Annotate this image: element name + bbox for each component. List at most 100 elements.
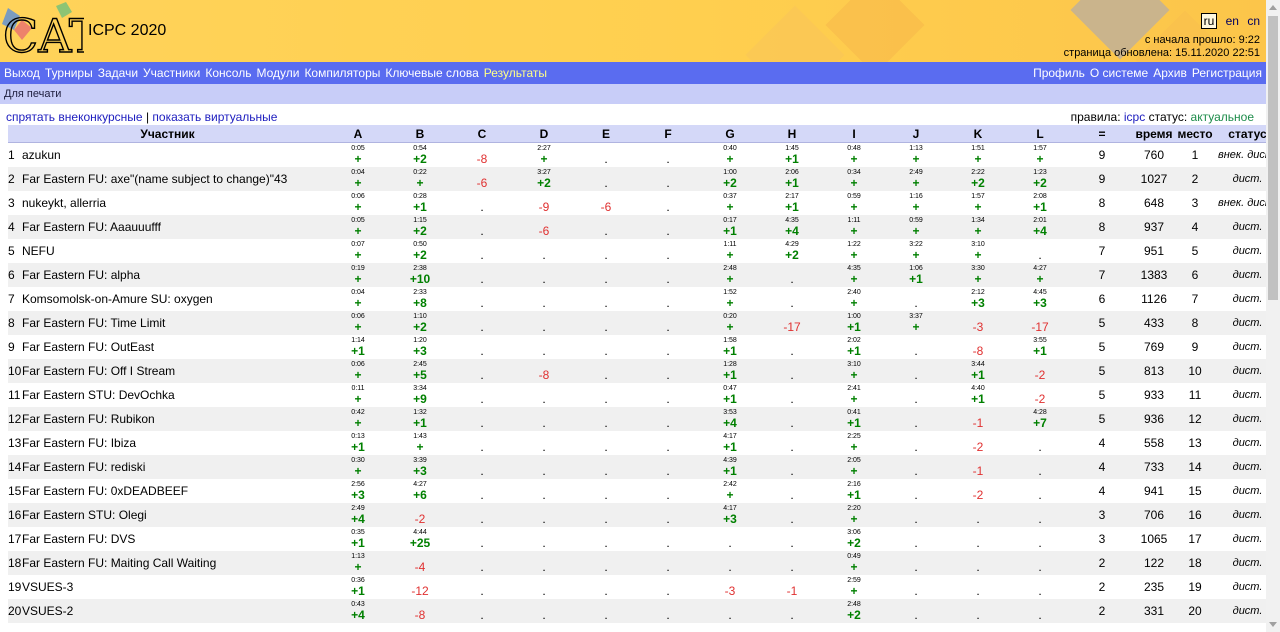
menu-item-1[interactable]: Турниры <box>44 66 93 80</box>
problem-result: . <box>914 488 918 502</box>
rules-value[interactable]: icpc <box>1123 110 1146 124</box>
team-name[interactable]: nukeykt, allerria <box>22 191 328 215</box>
team-name[interactable]: Far Eastern STU: Olegi <box>22 503 328 527</box>
scrollbar[interactable] <box>1266 0 1280 632</box>
participant-status: дист. <box>1215 263 1266 287</box>
team-name[interactable]: VSUES-3 <box>22 575 328 599</box>
problem-result: -9 <box>538 200 550 214</box>
menu-item-5[interactable]: Модули <box>256 66 300 80</box>
problem-result: +1 <box>351 440 365 454</box>
problem-cell: 0:04 + <box>327 287 390 311</box>
scroll-up-icon[interactable] <box>1269 5 1277 10</box>
team-name[interactable]: Far Eastern FU: 0xDEADBEEF <box>22 479 328 503</box>
problem-cell: . <box>513 551 576 575</box>
column-header[interactable]: = <box>1071 125 1134 143</box>
submission-time: 1:23 <box>1033 169 1047 176</box>
menu-item-7[interactable]: Ключевые слова <box>385 66 479 80</box>
problem-result: +2 <box>785 248 799 262</box>
column-header[interactable]: L <box>1009 125 1072 143</box>
column-header[interactable]: B <box>389 125 452 143</box>
column-header[interactable]: место <box>1175 125 1216 143</box>
team-name[interactable]: Far Eastern FU: Time Limit <box>22 311 328 335</box>
column-header[interactable]: K <box>947 125 1010 143</box>
column-header[interactable]: E <box>575 125 638 143</box>
team-name[interactable]: Far Eastern FU: Off I Stream <box>22 359 328 383</box>
problem-result: . <box>976 512 980 526</box>
problem-result: +1 <box>909 272 923 286</box>
column-header[interactable]: D <box>513 125 576 143</box>
column-header[interactable]: статус <box>1215 125 1266 143</box>
team-name[interactable]: Far Eastern FU: axe"(name subject to cha… <box>22 167 328 191</box>
menu-right-item-2[interactable]: Архив <box>1153 66 1187 80</box>
problem-cell: 3:10 + <box>823 359 886 383</box>
team-name[interactable]: Far Eastern FU: Aaauuufff <box>22 215 328 239</box>
problem-result: . <box>604 440 608 454</box>
column-header[interactable]: H <box>761 125 824 143</box>
column-header[interactable]: Участник <box>8 125 328 143</box>
submission-time: 4:35 <box>847 265 861 272</box>
team-name[interactable]: NEFU <box>22 239 328 263</box>
problem-cell: -2 <box>389 503 452 527</box>
print-link[interactable]: Для печати <box>4 88 62 100</box>
lang-en[interactable]: en <box>1225 14 1239 28</box>
menu-item-6[interactable]: Компиляторы <box>304 66 381 80</box>
show-virtual-link[interactable]: показать виртуальные <box>152 110 278 124</box>
team-name[interactable]: Far Eastern FU: rediski <box>22 455 328 479</box>
problem-result: +8 <box>413 296 427 310</box>
problem-result: + <box>912 176 920 190</box>
penalty-time: 558 <box>1133 431 1176 455</box>
participant-status: дист. <box>1215 359 1266 383</box>
submission-time: 1:34 <box>971 217 985 224</box>
cats-logo[interactable]: CATS <box>0 0 84 62</box>
team-name[interactable]: Far Eastern FU: Ibiza <box>22 431 328 455</box>
menu-right-item-1[interactable]: О системе <box>1089 66 1149 80</box>
column-header[interactable]: G <box>699 125 762 143</box>
problem-cell: 0:41 +1 <box>823 407 886 431</box>
column-header[interactable]: J <box>885 125 948 143</box>
row-number: 13 <box>8 431 22 455</box>
problem-result: . <box>604 488 608 502</box>
team-name[interactable]: Far Eastern FU: Rubikon <box>22 407 328 431</box>
team-name[interactable]: Far Eastern STU: DevOchka <box>22 383 328 407</box>
menu-item-8[interactable]: Результаты <box>483 66 547 80</box>
team-name[interactable]: Far Eastern FU: DVS <box>22 527 328 551</box>
problem-cell: . <box>1009 239 1072 263</box>
status-value: актуальное <box>1190 110 1254 124</box>
menu-right-item-0[interactable]: Профиль <box>1033 66 1085 80</box>
problem-result: + <box>416 176 424 190</box>
menu-item-4[interactable]: Консоль <box>205 66 252 80</box>
menu-right-item-3[interactable]: Регистрация <box>1191 66 1262 80</box>
scrollbar-thumb[interactable] <box>1268 16 1278 300</box>
column-header[interactable]: время <box>1133 125 1176 143</box>
column-header[interactable]: I <box>823 125 886 143</box>
menu-item-2[interactable]: Задачи <box>97 66 139 80</box>
team-name[interactable]: Far Eastern FU: OutEast <box>22 335 328 359</box>
lang-ru[interactable]: ru <box>1200 13 1218 29</box>
team-name[interactable]: Far Eastern FU: alpha <box>22 263 328 287</box>
team-name[interactable]: Far Eastern FU: Maiting Call Waiting <box>22 551 328 575</box>
menu-item-3[interactable]: Участники <box>143 66 201 80</box>
problem-result: . <box>480 608 484 622</box>
problem-result: . <box>914 560 918 574</box>
problem-cell: . <box>761 479 824 503</box>
submission-time: 4:35 <box>785 217 799 224</box>
submission-time: 1:57 <box>971 193 985 200</box>
team-name[interactable]: Komsomolsk-on-Amure SU: oxygen <box>22 287 328 311</box>
team-name[interactable]: azukun <box>22 142 328 167</box>
problem-cell: 1:51 + <box>947 142 1010 167</box>
problem-cell: -1 <box>947 407 1010 431</box>
penalty-time: 733 <box>1133 455 1176 479</box>
problem-result: . <box>1038 512 1042 526</box>
submission-time: 1:06 <box>909 265 923 272</box>
lang-cn[interactable]: cn <box>1247 14 1260 28</box>
problem-cell: . <box>575 167 638 191</box>
column-header[interactable]: A <box>327 125 390 143</box>
scroll-down-icon[interactable] <box>1269 622 1277 627</box>
menu-item-0[interactable]: Выход <box>4 66 40 80</box>
submission-time: 4:17 <box>723 505 737 512</box>
column-header[interactable]: F <box>637 125 700 143</box>
team-name[interactable]: VSUES-2 <box>22 599 328 623</box>
hide-out-of-contest-link[interactable]: спрятать внеконкурсные <box>6 110 143 124</box>
column-header[interactable]: C <box>451 125 514 143</box>
submission-time: 0:42 <box>351 409 365 416</box>
